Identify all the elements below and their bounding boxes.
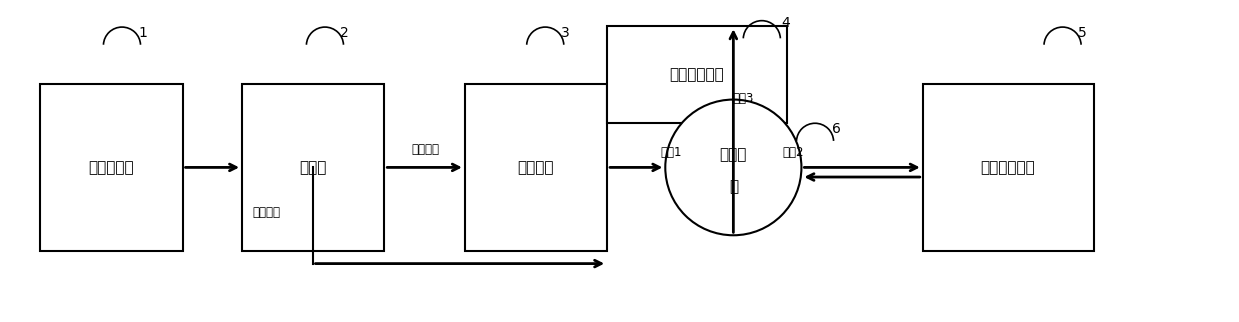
Text: 端口2: 端口2	[782, 147, 804, 159]
Bar	[607, 26, 787, 123]
Text: 6: 6	[831, 122, 840, 136]
Bar	[41, 84, 182, 251]
Text: 激光器模块: 激光器模块	[89, 160, 134, 175]
Text: 待测传感光纤: 待测传感光纤	[981, 160, 1036, 175]
Text: 调制模块: 调制模块	[518, 160, 554, 175]
Text: 5: 5	[1078, 26, 1087, 40]
Ellipse shape	[665, 99, 802, 235]
Text: 器: 器	[729, 179, 738, 194]
Text: 相干检测模块: 相干检测模块	[669, 67, 725, 82]
Text: 光环形: 光环形	[720, 147, 747, 162]
Text: 2: 2	[341, 26, 349, 40]
Text: 端口3: 端口3	[732, 92, 755, 105]
Text: 端口1: 端口1	[660, 147, 683, 159]
Bar	[242, 84, 384, 251]
Bar	[465, 84, 607, 251]
Text: 1: 1	[139, 26, 147, 40]
Text: 3: 3	[561, 26, 570, 40]
Bar	[923, 84, 1094, 251]
Text: 4: 4	[781, 16, 789, 30]
Text: 信号分路: 信号分路	[253, 206, 281, 219]
Text: 耦合器: 耦合器	[300, 160, 327, 175]
Text: 信号分路: 信号分路	[411, 143, 439, 156]
